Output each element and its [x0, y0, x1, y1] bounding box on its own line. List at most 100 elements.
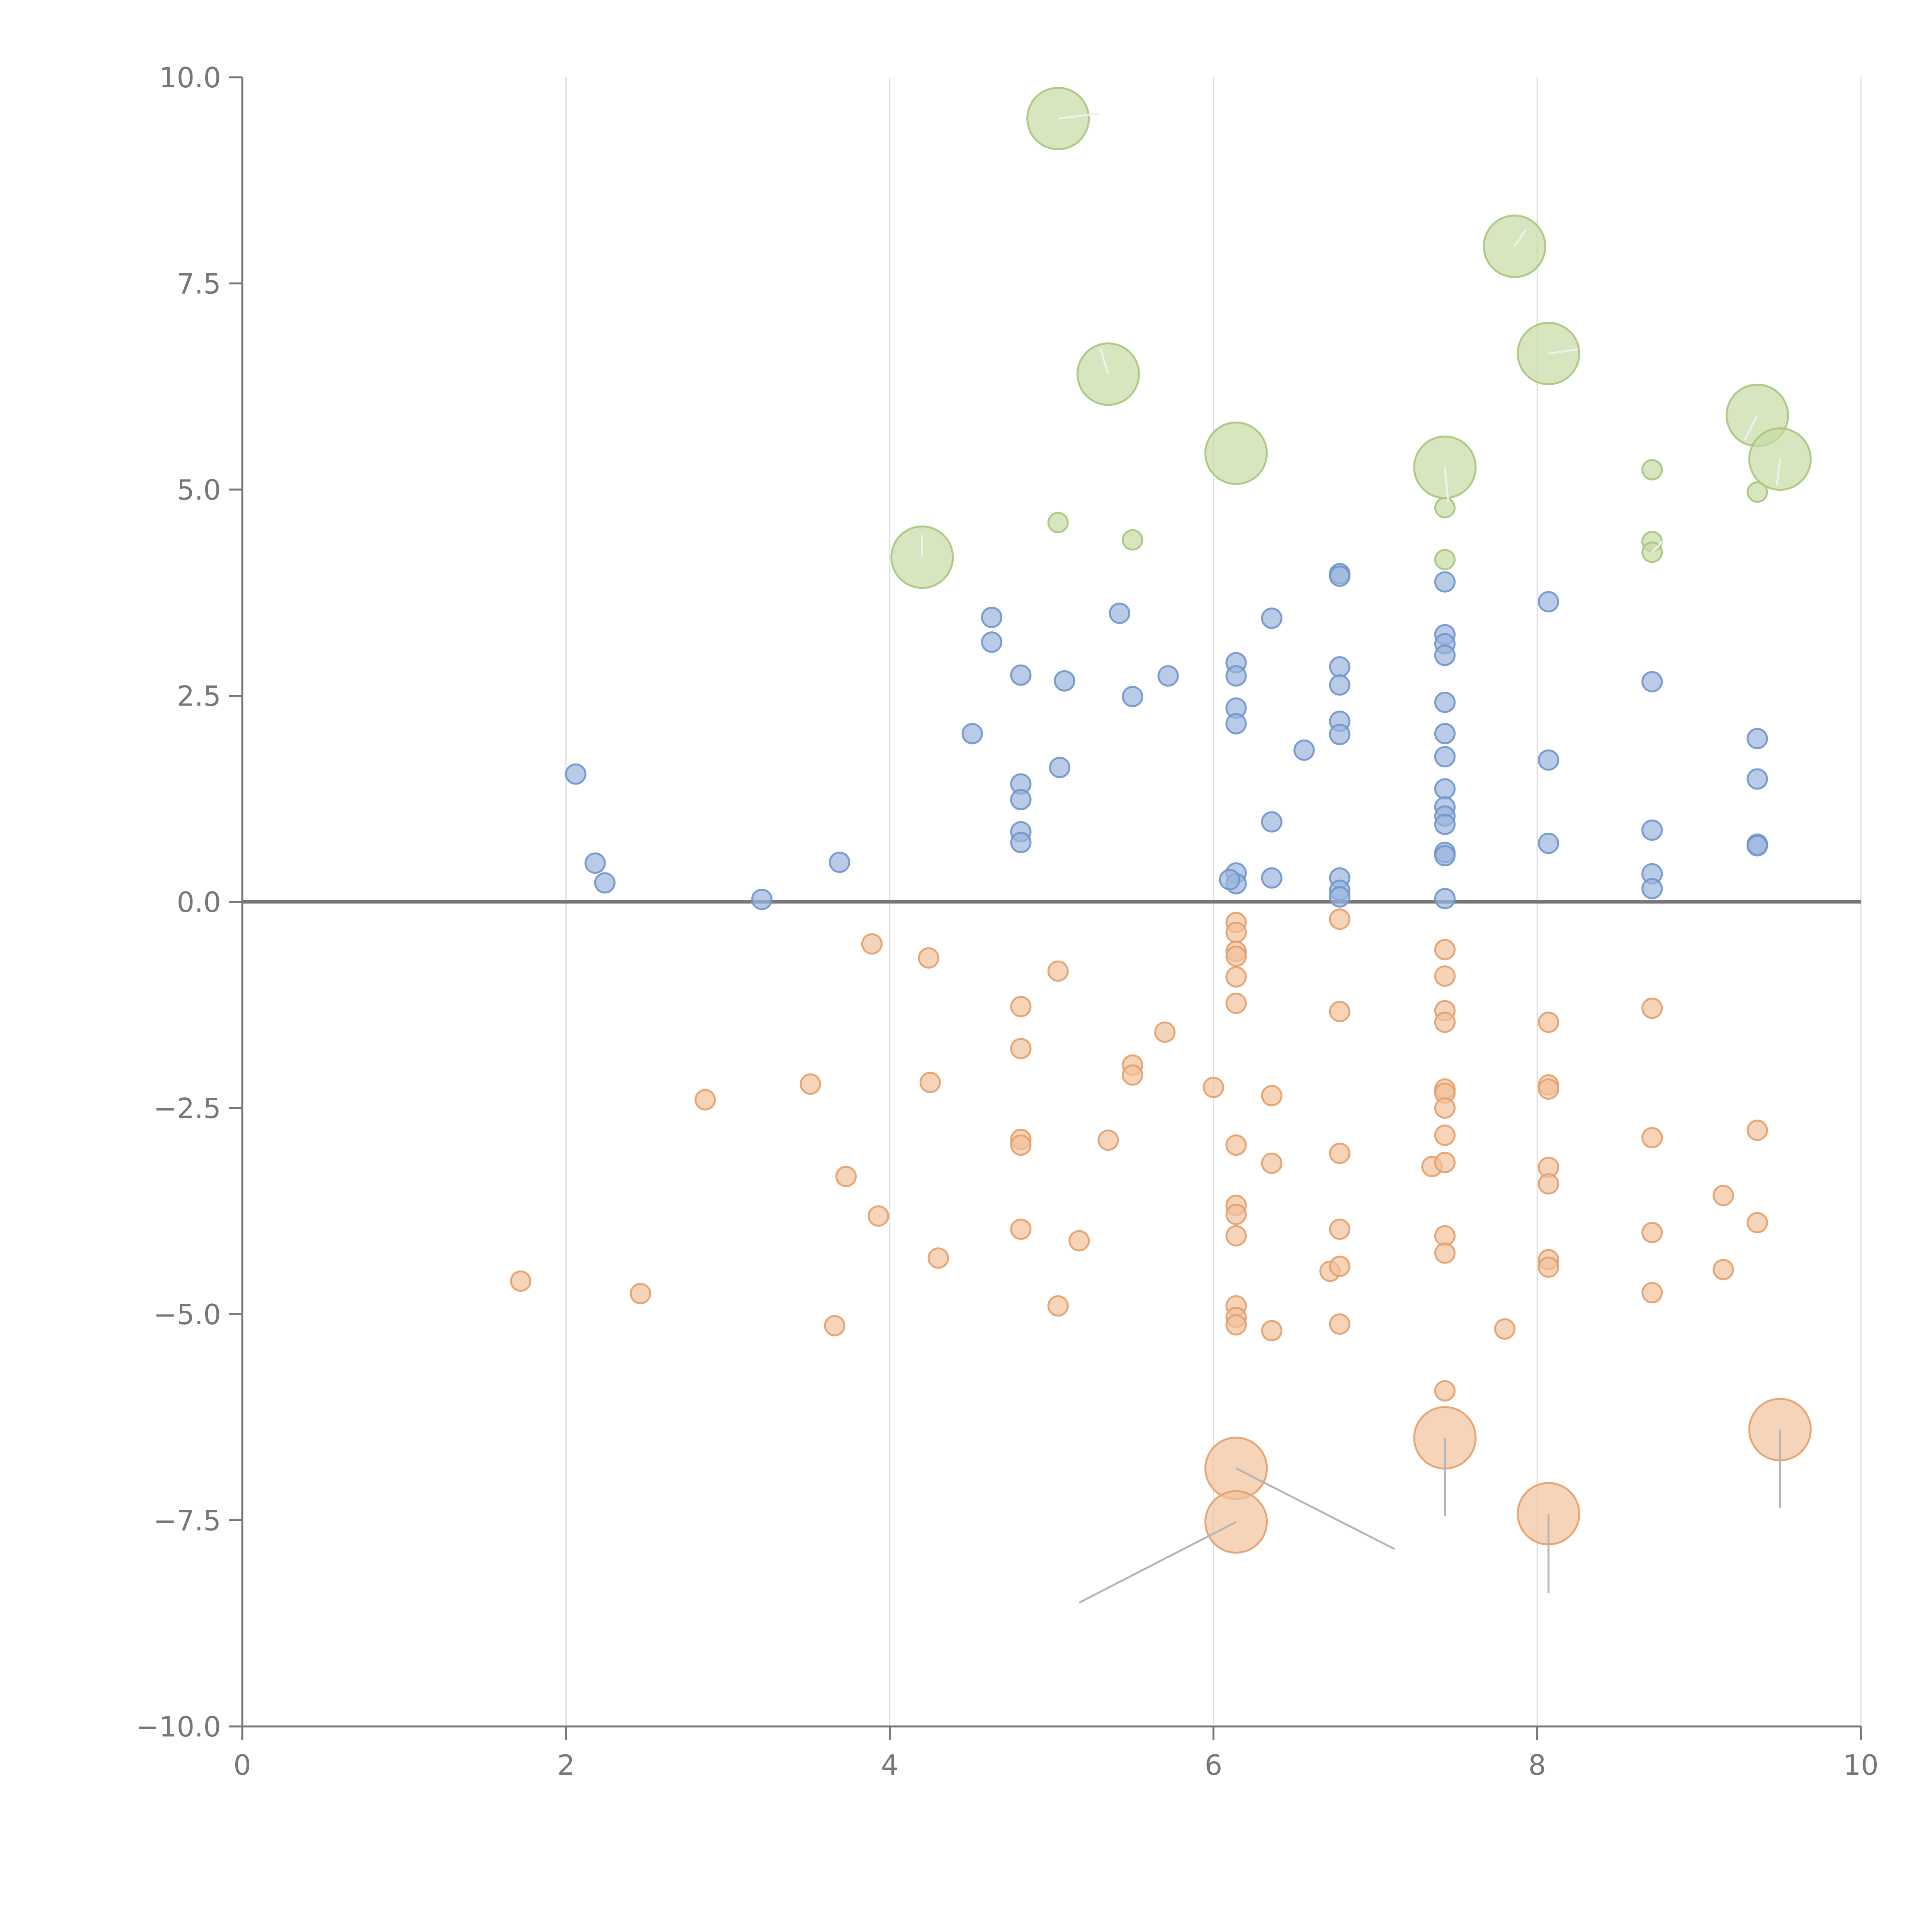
blue-bubble — [1747, 835, 1768, 857]
blue-bubble — [1747, 768, 1768, 790]
orange-bubble — [1747, 1119, 1768, 1141]
y-tick-label: 7.5 — [177, 268, 221, 300]
orange-bubble — [1641, 997, 1663, 1019]
leader-line — [1743, 415, 1759, 441]
orange-bubble — [1641, 1222, 1663, 1243]
leader-line — [1776, 459, 1781, 486]
orange-bubble — [1537, 1011, 1560, 1033]
blue-bubble — [1434, 813, 1456, 835]
x-tick-label: 8 — [1528, 1749, 1546, 1781]
orange-bubble — [1434, 1151, 1456, 1173]
orange-bubble — [835, 1165, 857, 1187]
orange-bubble — [1225, 946, 1247, 967]
orange-bubble — [1225, 1204, 1247, 1225]
orange-bubble — [1641, 1127, 1663, 1148]
orange-bubble — [1537, 1078, 1560, 1100]
x-tick-label: 4 — [881, 1749, 899, 1781]
orange-bubble — [1747, 1212, 1768, 1233]
green-bubble — [1122, 529, 1143, 551]
orange-bubble — [927, 1247, 949, 1269]
blue-bubble — [1293, 739, 1315, 761]
blue-bubble — [1261, 607, 1282, 629]
blue-bubble — [565, 763, 587, 785]
blue-bubble — [1049, 757, 1071, 778]
orange-bubble — [1261, 1152, 1282, 1174]
leader-line — [1651, 540, 1664, 553]
orange-bubble — [1010, 1218, 1032, 1240]
y-tick-label: −5.0 — [153, 1298, 221, 1331]
y-tick-label: −7.5 — [153, 1505, 221, 1537]
orange-bubble — [1434, 1242, 1456, 1264]
orange-bubble — [1537, 1173, 1560, 1195]
label-layer — [921, 112, 1781, 1604]
blue-bubble — [1109, 602, 1131, 624]
orange-bubble — [1329, 908, 1350, 930]
green-bubble — [1747, 481, 1768, 503]
orange-bubble — [1068, 1230, 1090, 1252]
blue-bubble — [751, 888, 773, 910]
orange-bubble — [1202, 1077, 1225, 1098]
green-large-bubble — [1204, 422, 1268, 485]
blue-bubble — [1434, 746, 1456, 768]
orange-bubble — [1434, 1097, 1456, 1119]
orange-bubble — [1010, 1134, 1032, 1156]
orange-bubble — [1225, 1314, 1247, 1336]
orange-bubble — [1434, 965, 1456, 987]
blue-bubble — [981, 607, 1003, 628]
blue-bubble — [829, 851, 850, 873]
blue-bubble — [1225, 713, 1247, 735]
y-tick-label: −10.0 — [136, 1711, 221, 1743]
leader-line — [1444, 467, 1449, 502]
orange-bubble — [1434, 1380, 1456, 1402]
blue-bubble — [1747, 728, 1768, 750]
orange-bubble — [1713, 1259, 1734, 1281]
blue-bubble — [1434, 778, 1456, 800]
blue-bubble — [1329, 674, 1350, 696]
orange-bubble — [1329, 1313, 1350, 1335]
leader-line — [1514, 229, 1527, 247]
x-tick-label: 0 — [233, 1749, 251, 1781]
orange-bubble — [861, 933, 883, 955]
blue-bubble — [1157, 665, 1179, 687]
blue-bubble — [594, 872, 616, 894]
orange-bubble — [1225, 922, 1247, 943]
orange-bubble — [1154, 1021, 1176, 1043]
blue-bubble — [1219, 869, 1240, 891]
orange-bubble — [1010, 996, 1032, 1017]
orange-bubble — [510, 1270, 532, 1292]
x-tick-label: 10 — [1843, 1749, 1879, 1781]
blue-bubble — [1434, 845, 1456, 867]
green-bubble — [1434, 549, 1456, 571]
blue-bubble — [1010, 789, 1032, 811]
orange-bubble — [867, 1205, 889, 1227]
orange-bubble — [1261, 1320, 1282, 1342]
blue-bubble — [1537, 749, 1560, 771]
orange-bubble — [694, 1089, 716, 1111]
y-tick-label: 10.0 — [159, 61, 221, 94]
green-bubble — [1047, 512, 1069, 533]
orange-bubble — [1494, 1318, 1516, 1340]
orange-bubble — [1329, 1001, 1350, 1022]
blue-bubble — [1434, 691, 1456, 713]
y-tick-label: −2.5 — [153, 1092, 221, 1125]
leader-line — [1099, 347, 1109, 374]
blue-bubble — [1329, 724, 1350, 745]
blue-bubble — [1010, 664, 1032, 686]
orange-bubble — [1329, 1143, 1350, 1164]
y-tick-label: 0.0 — [177, 886, 221, 918]
orange-bubble — [1225, 992, 1247, 1014]
y-tick-label: 2.5 — [177, 680, 221, 713]
blue-bubble — [1434, 723, 1456, 745]
leader-line — [1235, 1467, 1395, 1550]
blue-bubble — [1261, 867, 1282, 889]
leader-line — [1078, 1521, 1237, 1604]
axis-layer: 0 2 4 6 8 10 10.0 7.5 5.0 2.5 0.0 −2.5 −5.0 −7.5 −10.0 — [136, 61, 1878, 1781]
orange-bubble — [918, 947, 939, 969]
x-tick-label: 2 — [557, 1749, 575, 1781]
blue-bubble — [1641, 671, 1663, 692]
blue-bubble — [584, 852, 606, 874]
orange-bubble — [1097, 1129, 1119, 1151]
blue-bubble — [1329, 565, 1350, 587]
blue-bubble — [1537, 591, 1560, 612]
